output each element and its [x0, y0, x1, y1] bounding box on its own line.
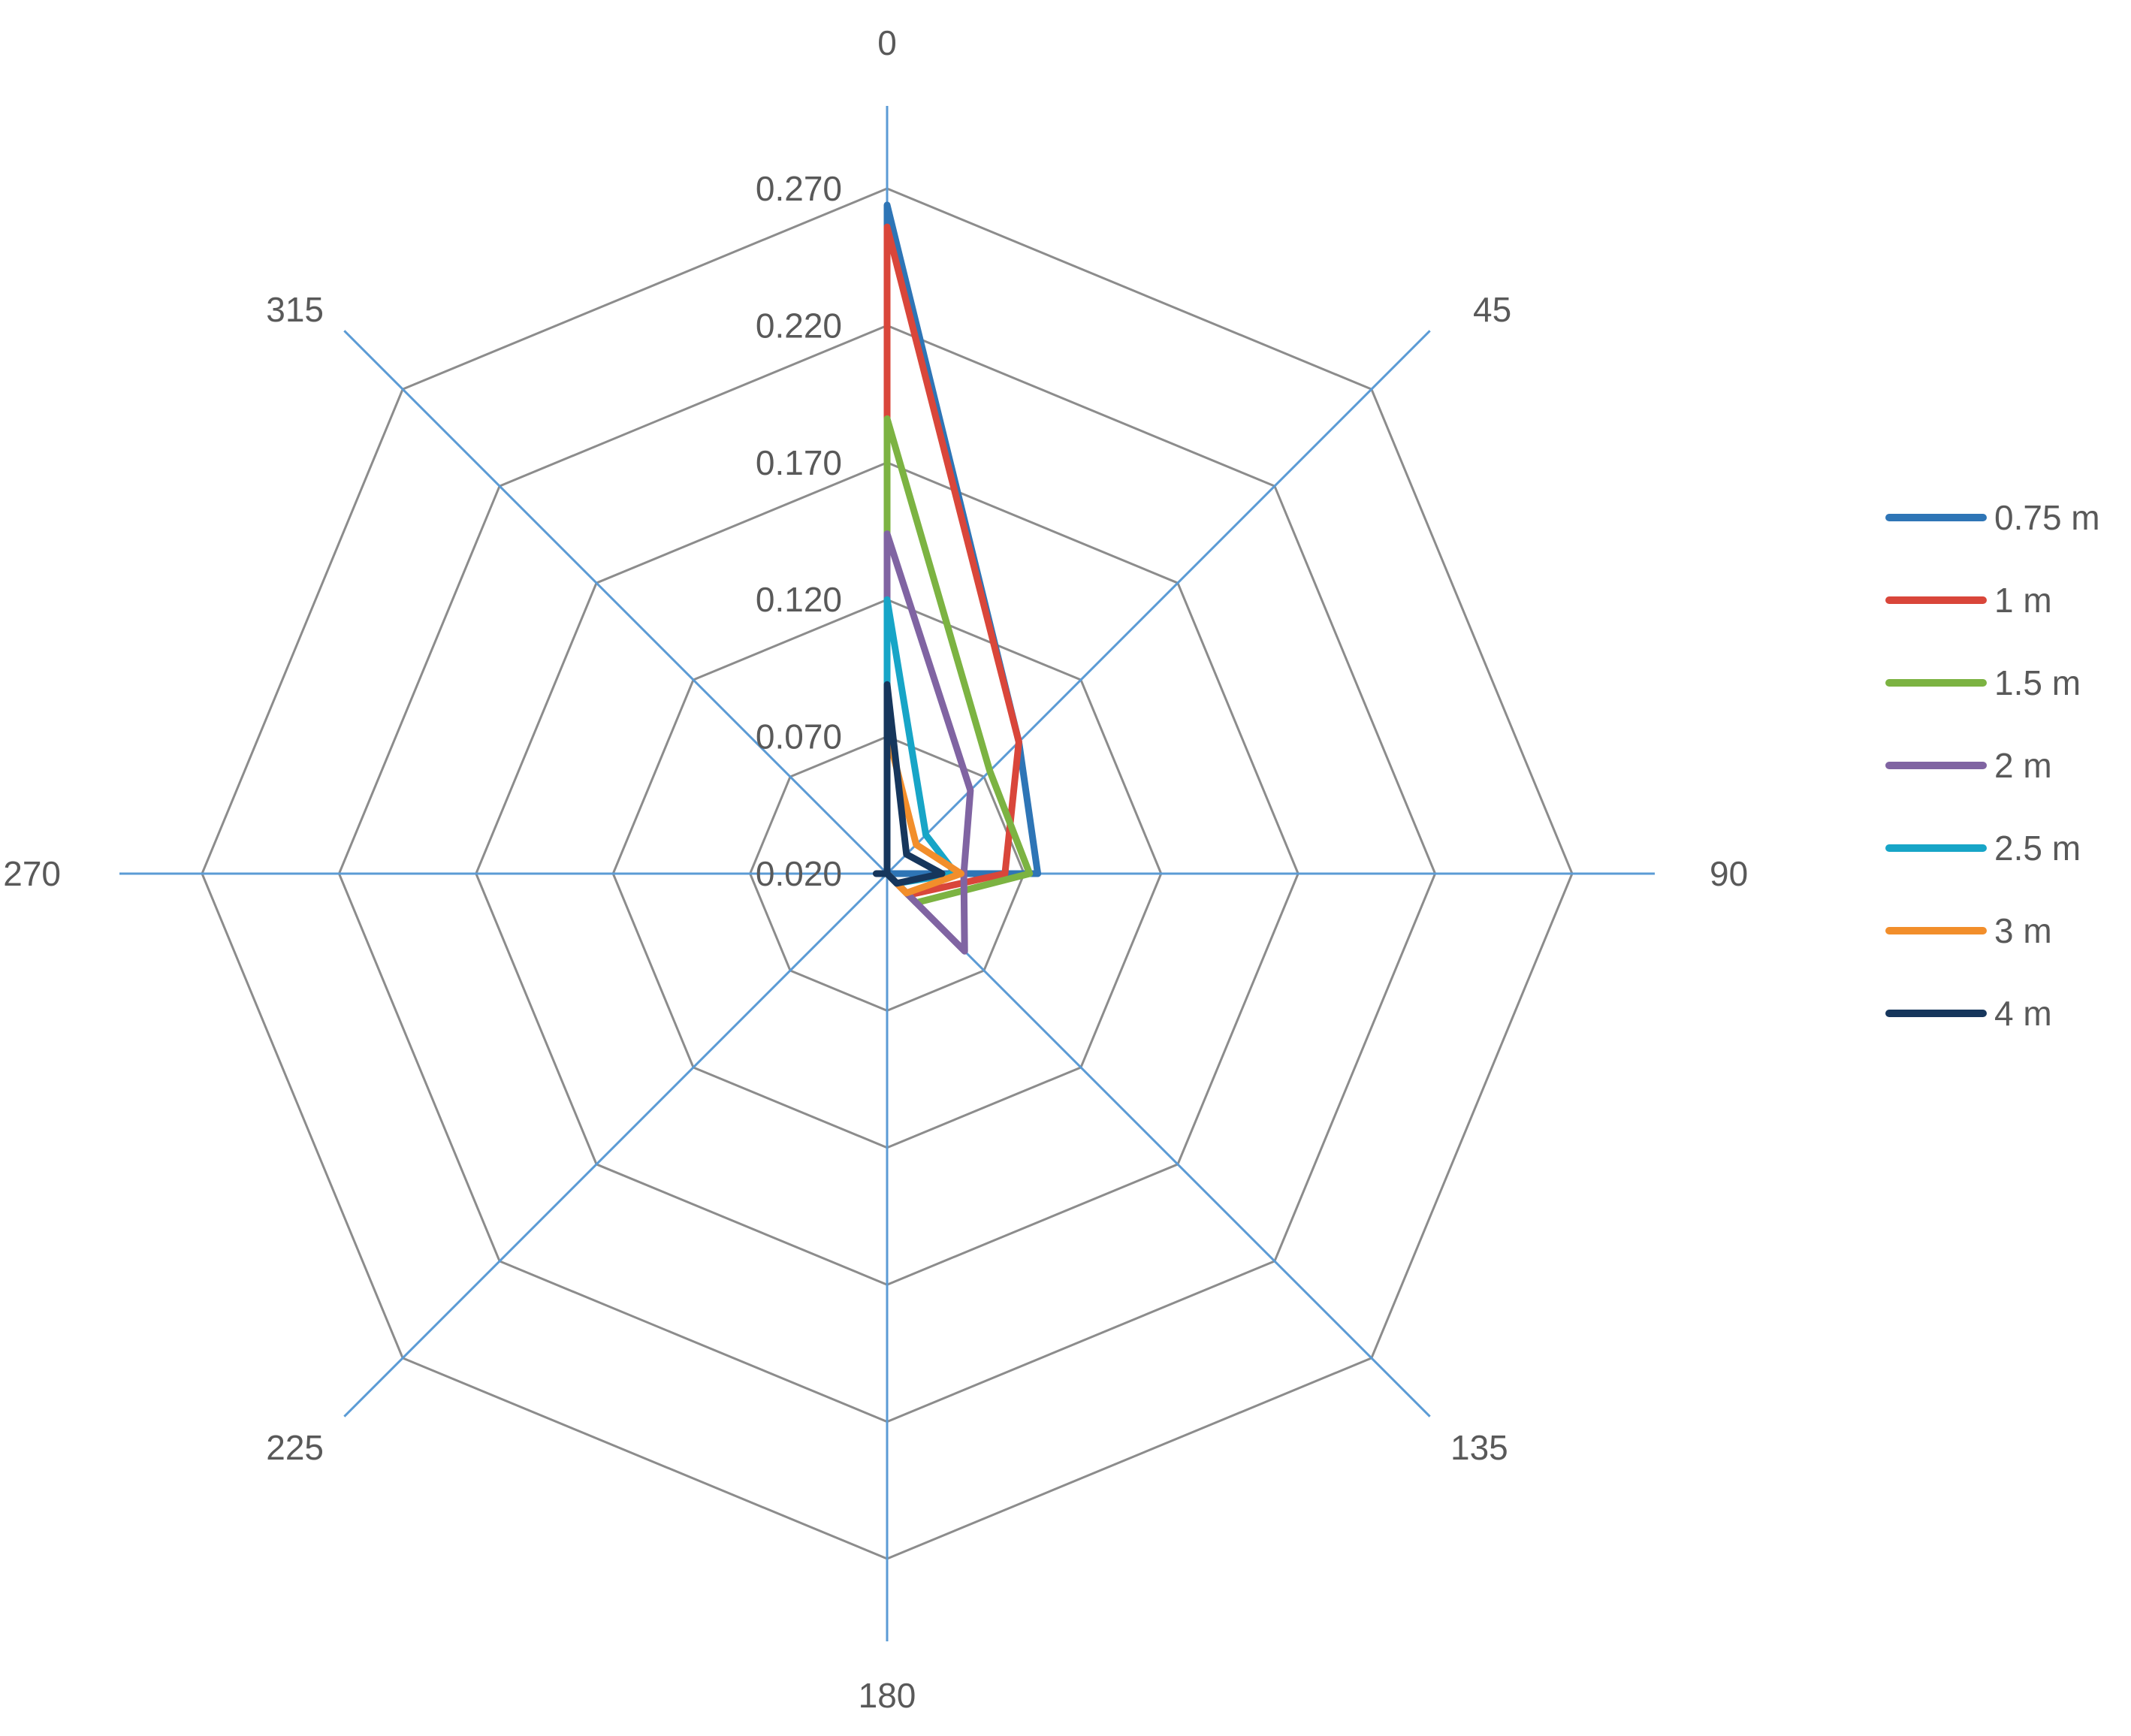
legend-label: 4 m	[1994, 994, 2052, 1033]
angle-label-45: 45	[1473, 290, 1511, 329]
legend: 0.75 m 1 m 1.5 m 2 m 2.5 m 3 m 4 m	[1885, 498, 2100, 1033]
legend-label: 2.5 m	[1994, 829, 2081, 868]
radial-tick-label: 0.020	[756, 854, 842, 893]
angle-label-180: 180	[859, 1676, 916, 1715]
angle-label-135: 135	[1450, 1428, 1508, 1467]
legend-label: 1.5 m	[1994, 663, 2081, 702]
radial-tick-label: 0.070	[756, 717, 842, 756]
radial-tick-labels: 0.020 0.070 0.120 0.170 0.220 0.270	[756, 169, 842, 893]
legend-label: 1 m	[1994, 581, 2052, 620]
angle-label-270: 270	[3, 854, 61, 893]
legend-label: 0.75 m	[1994, 498, 2100, 537]
angle-label-225: 225	[266, 1428, 324, 1467]
radial-tick-label: 0.170	[756, 443, 842, 482]
angle-spoke	[886, 872, 1431, 1417]
angle-label-90: 90	[1710, 854, 1748, 893]
angle-label-315: 315	[266, 290, 324, 329]
radial-tick-label: 0.220	[756, 306, 842, 345]
legend-label: 2 m	[1994, 746, 2052, 785]
angle-spoke	[343, 872, 889, 1417]
angle-spoke	[343, 330, 889, 875]
angle-labels: 0 45 90 135 180 225 270 315	[3, 23, 1748, 1715]
series-lines	[872, 201, 1042, 955]
radial-tick-label: 0.270	[756, 169, 842, 208]
series-line-4-m	[872, 681, 946, 887]
legend-label: 3 m	[1994, 911, 2052, 950]
radial-tick-label: 0.120	[756, 580, 842, 619]
angle-spoke	[886, 330, 1431, 875]
angle-label-0: 0	[877, 23, 897, 62]
